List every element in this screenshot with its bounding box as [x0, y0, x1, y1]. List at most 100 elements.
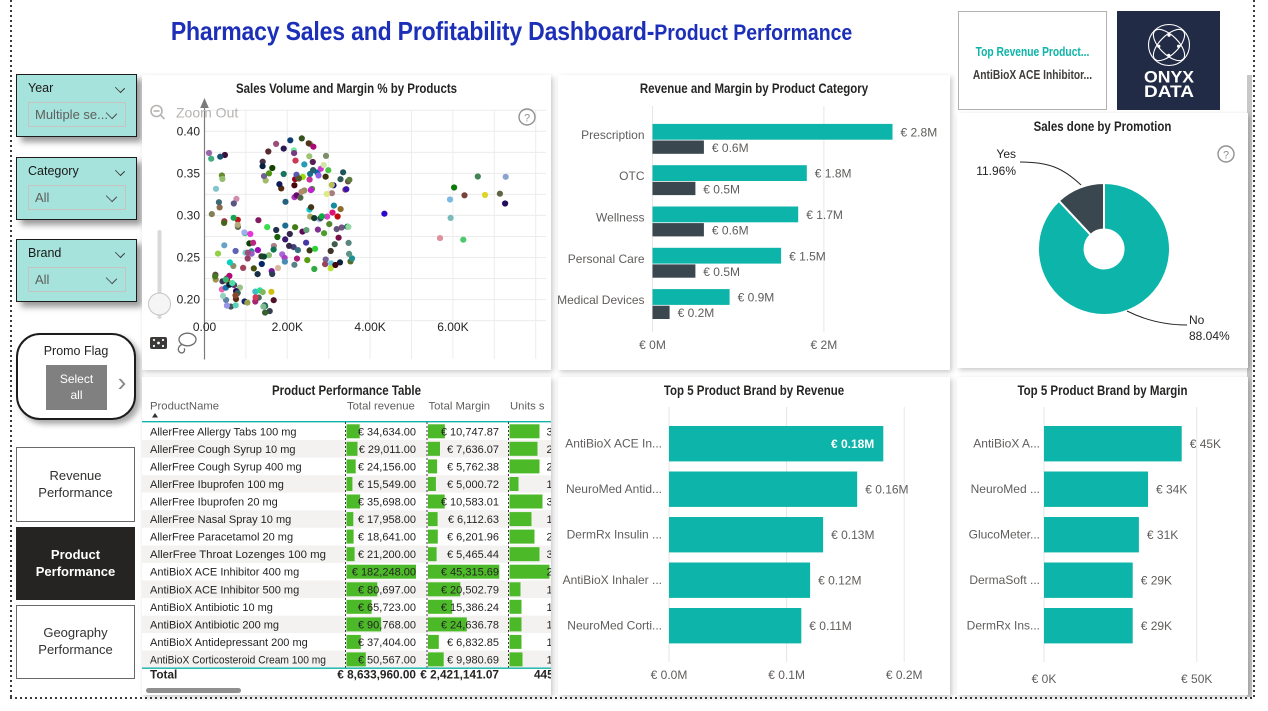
svg-text:€ 0K: € 0K	[1032, 672, 1057, 686]
svg-text:€ 6,201.96: € 6,201.96	[447, 532, 499, 544]
svg-text:No: No	[1189, 313, 1205, 327]
svg-text:AllerFree Ibuprofen 20 mg: AllerFree Ibuprofen 20 mg	[150, 497, 278, 509]
svg-text:AntiBioX Antibiotic 10 mg: AntiBioX Antibiotic 10 mg	[150, 602, 273, 614]
svg-text:3,569: 3,569	[546, 497, 551, 509]
svg-text:€ 0.0M: € 0.0M	[651, 668, 688, 682]
svg-text:Yes: Yes	[996, 147, 1016, 161]
svg-text:Personal Care: Personal Care	[568, 252, 645, 266]
svg-text:€ 34K: € 34K	[1156, 483, 1187, 497]
svg-text:€ 35,698.00: € 35,698.00	[358, 497, 416, 509]
svg-text:2,864: 2,864	[546, 532, 551, 544]
svg-text:€ 9,980.69: € 9,980.69	[447, 654, 499, 666]
svg-text:€ 31K: € 31K	[1147, 528, 1178, 542]
svg-text:1,795: 1,795	[546, 514, 551, 526]
svg-text:AntiBioX Inhaler ...: AntiBioX Inhaler ...	[563, 573, 662, 587]
svg-text:?: ?	[1223, 150, 1229, 162]
svg-text:€ 29K: € 29K	[1141, 574, 1172, 588]
svg-text:€ 0.18M: € 0.18M	[831, 437, 874, 451]
svg-text:€ 0.1M: € 0.1M	[768, 668, 805, 682]
svg-text:Zoom Out: Zoom Out	[176, 105, 238, 121]
svg-text:0.35: 0.35	[177, 166, 201, 180]
svg-text:€ 0.16M: € 0.16M	[865, 483, 908, 497]
svg-text:€ 0.13M: € 0.13M	[831, 528, 874, 542]
svg-text:€ 90,768.00: € 90,768.00	[358, 619, 416, 631]
svg-text:€ 80,697.00: € 80,697.00	[358, 584, 416, 596]
svg-text:AllerFree Nasal Spray 10 mg: AllerFree Nasal Spray 10 mg	[150, 514, 291, 526]
svg-text:€ 18,641.00: € 18,641.00	[358, 532, 416, 544]
svg-text:€ 2.8M: € 2.8M	[901, 125, 938, 139]
svg-text:AllerFree Cough Syrup 400 mg: AllerFree Cough Syrup 400 mg	[150, 461, 302, 473]
svg-text:€ 0.2M: € 0.2M	[886, 668, 923, 682]
svg-text:€ 50,567.00: € 50,567.00	[358, 654, 416, 666]
svg-text:Wellness: Wellness	[596, 211, 644, 225]
svg-text:DermaSoft ...: DermaSoft ...	[969, 573, 1040, 587]
svg-text:€ 0.9M: € 0.9M	[738, 291, 775, 305]
svg-text:€ 0.2M: € 0.2M	[678, 306, 715, 320]
svg-text:AllerFree Paracetamol 20 mg: AllerFree Paracetamol 20 mg	[150, 532, 293, 544]
svg-text:DATA: DATA	[1144, 83, 1194, 101]
svg-text:€ 45,315.69: € 45,315.69	[441, 567, 499, 579]
svg-text:2,901: 2,901	[546, 444, 551, 456]
svg-text:AntiBioX A...: AntiBioX A...	[973, 437, 1040, 451]
svg-text:ProductName: ProductName	[150, 401, 219, 413]
svg-text:€ 5,000.72: € 5,000.72	[447, 479, 499, 491]
svg-text:Medical Devices: Medical Devices	[558, 293, 645, 307]
svg-text:€ 20,502.79: € 20,502.79	[441, 584, 499, 596]
svg-text:AntiBioX ACE Inhibitor 400 mg: AntiBioX ACE Inhibitor 400 mg	[150, 567, 299, 579]
svg-text:?: ?	[524, 113, 530, 125]
svg-text:€ 21,200.00: € 21,200.00	[358, 549, 416, 561]
svg-text:€ 2,421,141.07: € 2,421,141.07	[420, 668, 499, 682]
svg-text:AntiBioX ACE In...: AntiBioX ACE In...	[565, 437, 662, 451]
svg-text:Units s: Units s	[510, 401, 545, 413]
svg-text:€ 7,636.07: € 7,636.07	[447, 444, 499, 456]
svg-text:€ 0.12M: € 0.12M	[818, 574, 861, 588]
svg-text:€ 5,762.38: € 5,762.38	[447, 461, 499, 473]
svg-text:€ 24,156.00: € 24,156.00	[358, 461, 416, 473]
svg-text:1,505: 1,505	[546, 654, 551, 666]
svg-text:€ 37,404.00: € 37,404.00	[358, 637, 416, 649]
svg-text:0.30: 0.30	[177, 208, 201, 222]
svg-text:€ 0M: € 0M	[639, 338, 666, 352]
svg-text:AntiBioX Antibiotic 200 mg: AntiBioX Antibiotic 200 mg	[150, 619, 279, 631]
svg-text:2.00K: 2.00K	[272, 320, 303, 334]
svg-text:AllerFree Cough Syrup 10 mg: AllerFree Cough Syrup 10 mg	[150, 444, 296, 456]
svg-text:1,374: 1,374	[546, 637, 551, 649]
svg-text:€ 182,248.00: € 182,248.00	[352, 567, 416, 579]
svg-text:€ 5,465.44: € 5,465.44	[447, 549, 499, 561]
svg-text:€ 1.5M: € 1.5M	[789, 249, 826, 263]
svg-text:AntiBioX Antidepressant 200 mg: AntiBioX Antidepressant 200 mg	[150, 637, 308, 649]
svg-text:€ 0.5M: € 0.5M	[703, 182, 740, 196]
svg-text:ONYX: ONYX	[1144, 68, 1194, 86]
svg-text:1,907: 1,907	[546, 619, 551, 631]
svg-text:Total revenue: Total revenue	[347, 401, 415, 413]
svg-text:AntiBioX ACE Inhibitor 500 mg: AntiBioX ACE Inhibitor 500 mg	[150, 584, 299, 596]
svg-text:1,807: 1,807	[546, 584, 551, 596]
svg-text:NeuroMed ...: NeuroMed ...	[971, 482, 1040, 496]
svg-text:1,554: 1,554	[546, 479, 551, 491]
svg-text:4.00K: 4.00K	[354, 320, 385, 334]
svg-text:€ 10,583.01: € 10,583.01	[441, 497, 499, 509]
svg-text:€ 15,386.24: € 15,386.24	[441, 602, 499, 614]
svg-text:AllerFree Allergy Tabs 100 mg: AllerFree Allergy Tabs 100 mg	[150, 426, 297, 438]
svg-text:€ 15,549.00: € 15,549.00	[358, 479, 416, 491]
svg-text:0.40: 0.40	[177, 124, 201, 138]
svg-text:0.20: 0.20	[177, 293, 201, 307]
svg-text:€ 1.8M: € 1.8M	[815, 167, 852, 181]
svg-text:€ 2M: € 2M	[811, 338, 838, 352]
svg-text:3,120: 3,120	[546, 549, 551, 561]
svg-text:2,822: 2,822	[546, 567, 551, 579]
svg-text:€ 0.5M: € 0.5M	[703, 265, 740, 279]
svg-text:€ 8,633,960.00: € 8,633,960.00	[337, 668, 416, 682]
svg-text:Prescription: Prescription	[581, 128, 644, 142]
svg-text:€ 24,636.78: € 24,636.78	[441, 619, 499, 631]
svg-text:3,463: 3,463	[546, 426, 551, 438]
svg-text:€ 17,958.00: € 17,958.00	[358, 514, 416, 526]
svg-text:€ 6,112.63: € 6,112.63	[448, 514, 499, 526]
svg-text:2,415: 2,415	[546, 461, 551, 473]
svg-text:GlucoMeter...: GlucoMeter...	[969, 528, 1040, 542]
svg-text:€ 45K: € 45K	[1190, 437, 1221, 451]
svg-text:0.25: 0.25	[177, 250, 201, 264]
svg-text:€ 0.6M: € 0.6M	[712, 224, 749, 238]
svg-text:OTC: OTC	[619, 169, 645, 183]
svg-text:Total: Total	[150, 668, 177, 682]
